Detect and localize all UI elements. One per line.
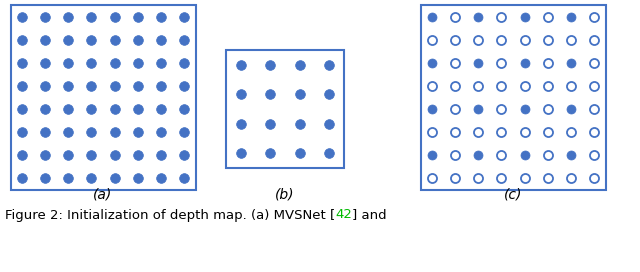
Text: Figure 2: Initialization of depth map. (a) MVSNet [: Figure 2: Initialization of depth map. (… xyxy=(5,209,335,221)
Text: (b): (b) xyxy=(275,188,295,202)
Text: (a): (a) xyxy=(93,188,113,202)
Text: ] and: ] and xyxy=(352,209,387,221)
Text: 42: 42 xyxy=(335,209,352,221)
Text: (c): (c) xyxy=(504,188,522,202)
